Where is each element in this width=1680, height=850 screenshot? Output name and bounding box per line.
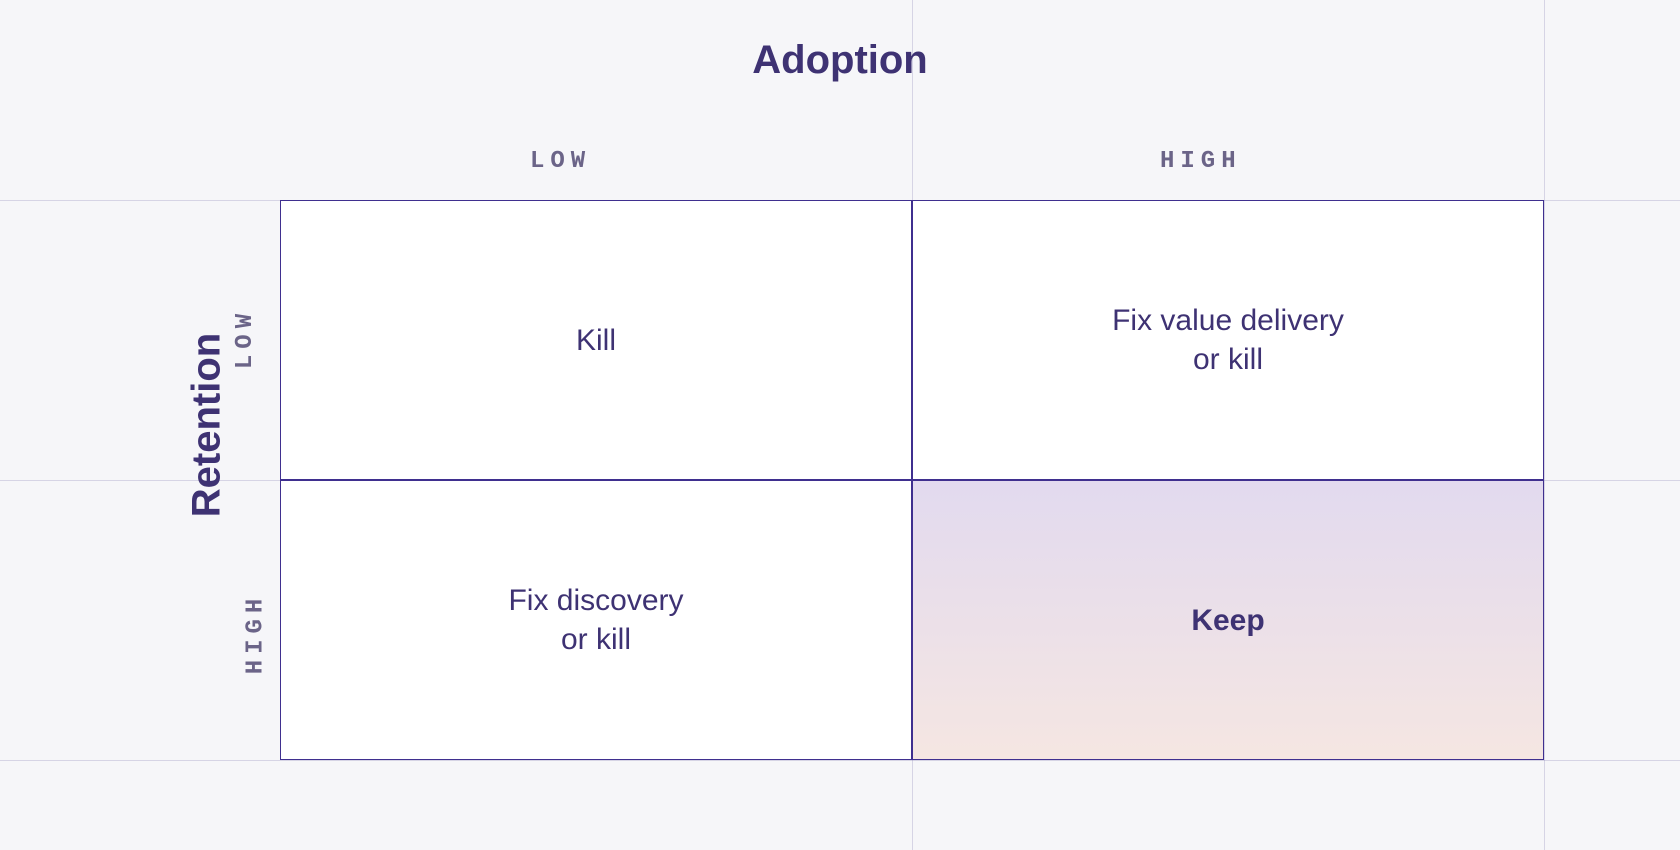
quadrant-high-adoption-low-retention: Fix value delivery or kill [912, 200, 1544, 480]
guide-line-h [0, 760, 1680, 761]
quadrant-high-adoption-high-retention: Keep [912, 480, 1544, 760]
quadrant-low-adoption-high-retention: Fix discovery or kill [280, 480, 912, 760]
col-header-low: LOW [530, 148, 591, 175]
quadrant-low-adoption-low-retention: Kill [280, 200, 912, 480]
matrix-diagram: Adoption Retention LOW HIGH LOW HIGH Kil… [0, 0, 1680, 850]
y-axis-title: Retention [185, 333, 230, 517]
col-header-high: HIGH [1160, 148, 1242, 175]
row-header-low: LOW [232, 308, 259, 369]
x-axis-title: Adoption [752, 38, 928, 83]
matrix-grid: Kill Fix value delivery or kill Fix disc… [280, 200, 1544, 760]
row-header-high: HIGH [242, 593, 269, 675]
guide-line-v [1544, 0, 1545, 850]
